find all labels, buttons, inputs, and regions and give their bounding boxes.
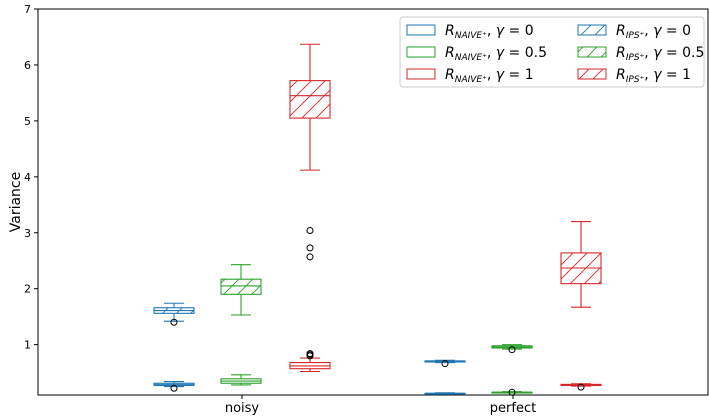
legend: RNAIVE⁺, γ = 0 RNAIVE⁺, γ = 0.5 RNAIVE⁺, γ… [399, 16, 705, 88]
outlier-point [508, 388, 516, 396]
legend-item: RIPS⁺, γ = 1 [577, 67, 691, 85]
x-tick-label: noisy [225, 401, 260, 416]
y-axis-label: Variance [8, 172, 24, 232]
y-tick-label: 5 [24, 115, 31, 128]
legend-label: RIPS⁺, γ = 0 [616, 23, 691, 41]
box-naive-gamma-1-perfect [560, 383, 602, 391]
box-ips-gamma-0-noisy [153, 302, 195, 326]
outlier-point [306, 253, 314, 261]
box-ips-gamma-1-noisy [289, 43, 331, 261]
legend-label: RIPS⁺, γ = 1 [616, 67, 691, 85]
legend-item: RIPS⁺, γ = 0 [577, 23, 691, 41]
box-naive-gamma-0.5-noisy [220, 374, 262, 386]
box-body [220, 278, 262, 295]
box-ips-gamma-0-perfect [424, 359, 466, 368]
legend-swatch [406, 68, 436, 80]
box-ips-gamma-1-perfect [560, 221, 602, 308]
outlier-point [441, 360, 449, 368]
legend-label: RNAIVE⁺, γ = 1 [445, 67, 534, 85]
x-tick-label: perfect [490, 401, 536, 416]
legend-swatch [577, 68, 607, 80]
box-body [289, 80, 331, 119]
legend-swatch [406, 46, 436, 58]
legend-item: RNAIVE⁺, γ = 0 [406, 23, 534, 41]
outlier-point [306, 244, 314, 252]
box-naive-gamma-1-noisy [289, 350, 331, 373]
legend-item: RNAIVE⁺, γ = 1 [406, 67, 534, 85]
y-tick-label: 4 [24, 171, 31, 184]
y-tick-label: 6 [24, 59, 31, 72]
legend-label: RIPS⁺, γ = 0.5 [616, 45, 704, 63]
legend-swatch [577, 24, 607, 36]
legend-item: RNAIVE⁺, γ = 0.5 [406, 45, 547, 63]
box-ips-gamma-0.5-perfect [491, 344, 533, 354]
box-naive-gamma-0-noisy [153, 381, 195, 392]
box-naive-gamma-0-perfect [424, 392, 466, 395]
outlier-point [508, 346, 516, 354]
outlier-point [170, 318, 178, 326]
y-tick-label: 2 [24, 283, 31, 296]
outlier-point [577, 383, 585, 391]
legend-swatch [406, 24, 436, 36]
outlier-point [306, 227, 314, 235]
outlier-point [306, 350, 314, 358]
legend-frame [399, 16, 705, 88]
outlier-point [170, 384, 178, 392]
box-naive-gamma-0.5-perfect [491, 388, 533, 396]
legend-label: RNAIVE⁺, γ = 0 [445, 23, 534, 41]
y-tick-label: 1 [24, 339, 31, 352]
y-tick-label: 7 [24, 3, 31, 16]
plot-frame [37, 8, 709, 396]
y-tick-label: 3 [24, 227, 31, 240]
legend-item: RIPS⁺, γ = 0.5 [577, 45, 704, 63]
box-ips-gamma-0.5-noisy [220, 264, 262, 316]
legend-swatch [577, 46, 607, 58]
legend-label: RNAIVE⁺, γ = 0.5 [445, 45, 547, 63]
